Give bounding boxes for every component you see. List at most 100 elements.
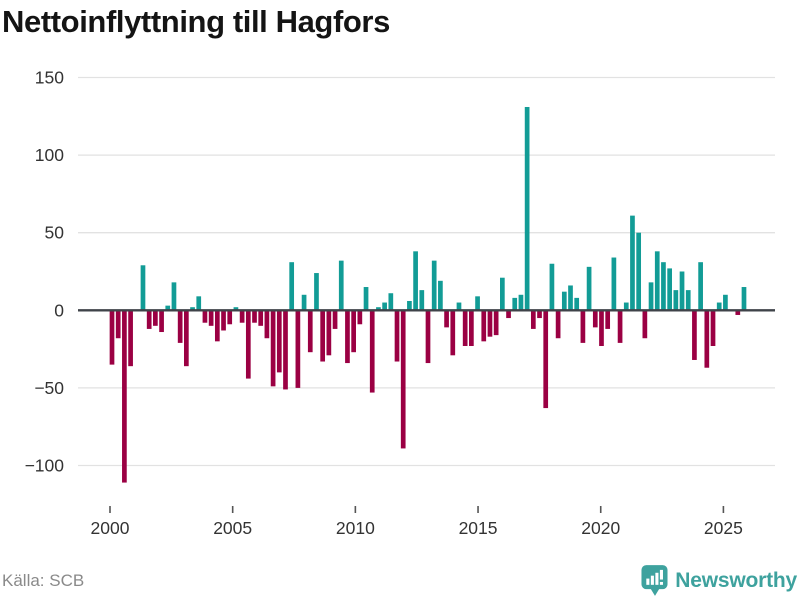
bar [506, 310, 511, 319]
y-tick-label: −100 [25, 456, 65, 476]
bar [382, 302, 387, 311]
bar [555, 310, 561, 339]
bar [400, 310, 406, 449]
bar [469, 310, 474, 346]
bar [407, 300, 412, 311]
newsworthy-wordmark: Newsworthy [675, 568, 797, 592]
y-tick-label: 150 [35, 68, 64, 88]
bar [605, 310, 611, 329]
bar [295, 310, 301, 388]
bar [115, 310, 121, 339]
bar [735, 310, 741, 315]
bar [221, 310, 226, 331]
bar [493, 310, 499, 336]
bar [543, 310, 549, 409]
bar [146, 310, 152, 329]
bar [252, 310, 257, 323]
bar [438, 280, 443, 311]
bar [177, 310, 183, 343]
bar [276, 310, 282, 373]
bar [667, 268, 672, 311]
bar [363, 287, 369, 311]
bar [159, 310, 164, 333]
x-tick-label: 2020 [581, 518, 620, 538]
bar [338, 260, 344, 311]
y-tick-label: 50 [45, 223, 65, 243]
bar [289, 262, 295, 311]
bar [307, 310, 313, 353]
bar [425, 310, 431, 364]
bar [611, 257, 617, 311]
bar [487, 310, 493, 337]
bar [109, 310, 115, 365]
bar [692, 310, 697, 360]
bar [184, 310, 189, 367]
bar [673, 290, 679, 311]
bar [512, 297, 518, 311]
bar [351, 310, 356, 353]
bar [462, 310, 468, 346]
bar [654, 251, 660, 311]
bar [586, 266, 592, 311]
x-tick-label: 2010 [336, 518, 375, 538]
bar [320, 310, 326, 362]
bar [431, 260, 437, 311]
bar [710, 310, 716, 346]
bar [716, 302, 722, 311]
bar [202, 310, 208, 323]
bar [444, 310, 449, 328]
bar [208, 310, 214, 326]
bar [245, 310, 251, 379]
bar [685, 290, 691, 311]
y-tick-label: −50 [34, 378, 64, 398]
bar [481, 310, 487, 342]
bar [475, 296, 480, 311]
x-tick-label: 2005 [213, 518, 252, 538]
bar [636, 232, 642, 311]
bar [537, 310, 542, 319]
bar [617, 310, 623, 343]
bar [518, 294, 524, 311]
source-caption: Källa: SCB [2, 571, 85, 590]
bar [122, 310, 127, 483]
bar [369, 310, 375, 393]
bar [214, 310, 220, 342]
bar [239, 310, 245, 323]
x-tick-label: 2000 [91, 518, 130, 538]
x-tick-label: 2025 [704, 518, 743, 538]
bar [171, 282, 177, 311]
bar [630, 215, 635, 311]
bar [741, 287, 747, 311]
bar [264, 310, 270, 339]
bar [524, 106, 530, 311]
bar [450, 310, 456, 356]
bar [500, 277, 505, 311]
bar [394, 310, 400, 362]
bar [388, 293, 394, 311]
bar [165, 305, 171, 311]
bar-chart-speech-bubble-icon [641, 565, 668, 596]
y-tick-label: 0 [54, 300, 64, 320]
bar [456, 302, 462, 311]
bar [530, 310, 536, 329]
chart-title: Nettoinflyttning till Hagfors [2, 4, 390, 39]
bar [704, 310, 710, 368]
bar [376, 307, 381, 311]
newsworthy-logo: Newsworthy [641, 564, 797, 597]
y-tick-label: 100 [35, 145, 64, 165]
bar [580, 310, 586, 343]
bar [345, 310, 350, 364]
bar [196, 296, 202, 311]
x-tick-label: 2015 [459, 518, 498, 538]
bar [561, 291, 567, 311]
bar [190, 307, 195, 311]
bar [326, 310, 332, 356]
bar [568, 285, 573, 311]
bar [679, 271, 685, 311]
bar [258, 310, 264, 326]
bar [283, 310, 288, 390]
bar [574, 297, 580, 311]
bar [413, 251, 418, 311]
bar [227, 310, 233, 325]
